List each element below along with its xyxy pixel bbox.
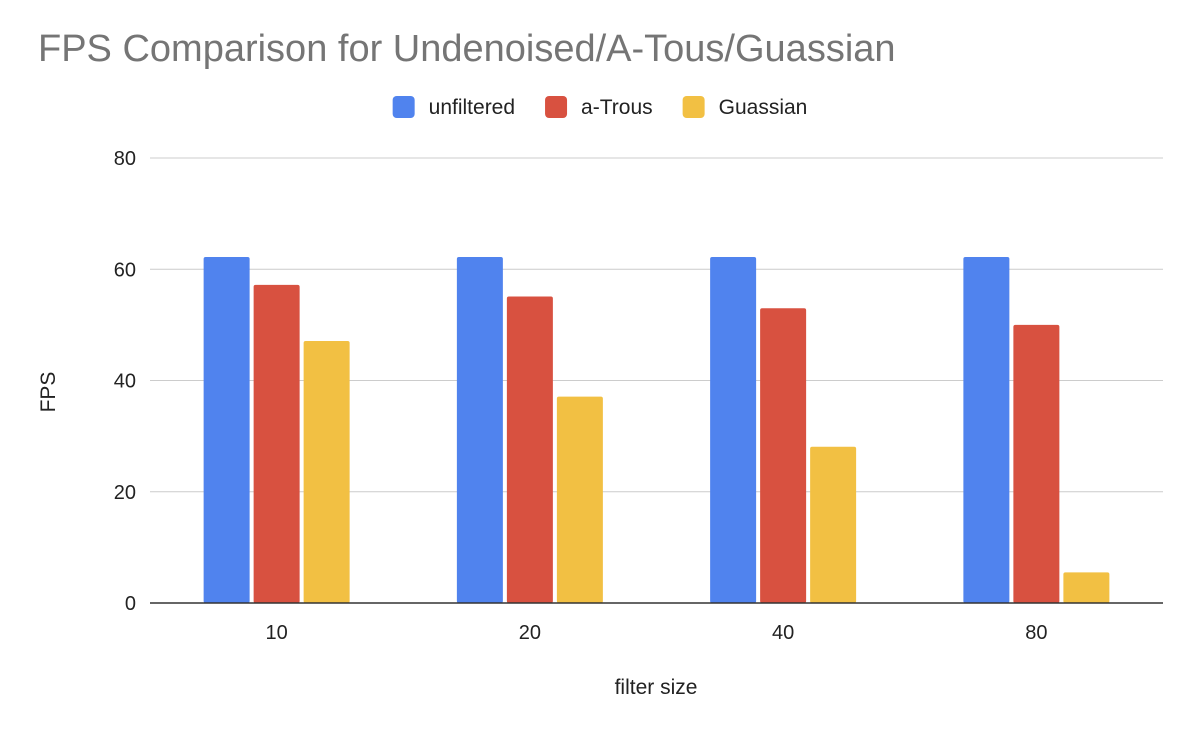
y-tick-label: 80 (114, 148, 136, 170)
bar-guassian-80 (1063, 572, 1110, 603)
legend-label: Guassian (719, 96, 808, 119)
y-axis-label: FPS (37, 372, 60, 413)
y-tick-label: 40 (114, 371, 136, 393)
bar-a-trous-20 (506, 296, 553, 603)
bar-unfiltered-40 (710, 257, 757, 603)
y-tick-label: 20 (114, 482, 136, 504)
bar-unfiltered-10 (203, 257, 250, 603)
x-tick-label: 40 (772, 622, 794, 644)
legend-swatch-unfiltered (392, 96, 415, 118)
bar-guassian-20 (556, 396, 603, 603)
bar-a-trous-80 (1013, 324, 1060, 603)
legend-label: a-Trous (581, 96, 653, 119)
legend-swatch-a-trous (545, 96, 568, 118)
legend: unfiltered a-Trous Guassian (392, 96, 808, 119)
bars (203, 257, 1110, 603)
bar-guassian-10 (303, 341, 350, 603)
bar-guassian-40 (810, 446, 857, 603)
bar-unfiltered-80 (963, 257, 1010, 603)
axes: 0 20 40 60 80 10 20 40 80 (114, 148, 1163, 644)
bar-unfiltered-20 (456, 257, 503, 603)
gridlines (150, 157, 1163, 493)
x-tick-label: 20 (519, 622, 541, 644)
bar-a-trous-40 (760, 308, 807, 603)
legend-swatch-guassian (682, 96, 705, 118)
chart-title: FPS Comparison for Undenoised/A-Tous/Gua… (38, 28, 896, 70)
legend-label: unfiltered (429, 96, 515, 119)
x-tick-label: 10 (266, 622, 288, 644)
bar-a-trous-10 (253, 284, 300, 603)
y-tick-label: 0 (125, 593, 136, 615)
x-tick-label: 80 (1025, 622, 1047, 644)
x-axis-label: filter size (615, 676, 698, 699)
y-tick-label: 60 (114, 259, 136, 281)
